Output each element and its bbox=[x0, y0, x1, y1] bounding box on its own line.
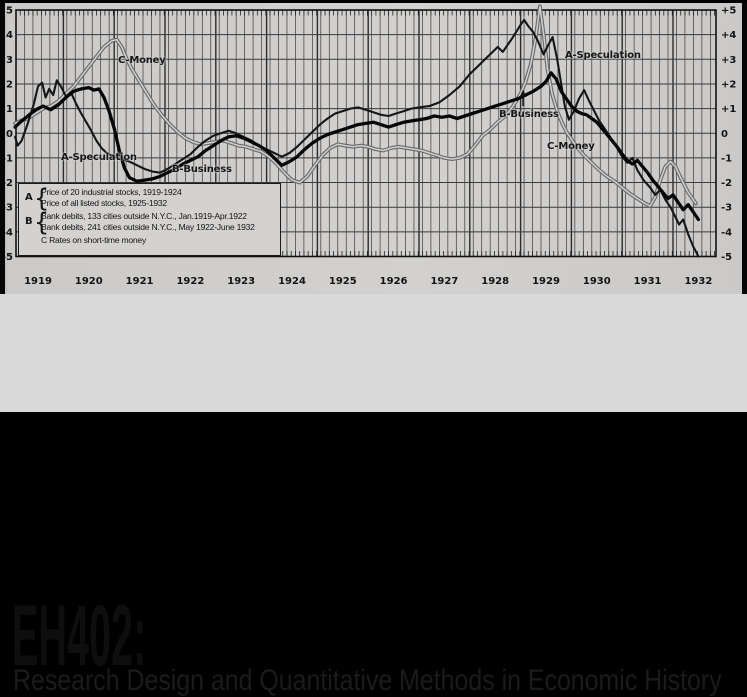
svg-text:1928: 1928 bbox=[481, 276, 509, 287]
svg-text:-3: -3 bbox=[721, 203, 732, 214]
legend-row-c: C Rates on short-time money bbox=[25, 234, 280, 246]
svg-text:1929: 1929 bbox=[532, 276, 560, 287]
svg-text:+5: +5 bbox=[721, 6, 736, 17]
svg-text:1924: 1924 bbox=[278, 276, 306, 287]
svg-text:+3: +3 bbox=[0, 55, 13, 66]
legend-b-line1: Bank debits, 133 cities outside N.Y.C., … bbox=[41, 211, 247, 221]
legend-a-line2: Price of all listed stocks, 1925-1932 bbox=[41, 198, 167, 208]
svg-text:+5: +5 bbox=[0, 6, 13, 17]
svg-text:-3: -3 bbox=[2, 203, 13, 214]
svg-text:-4: -4 bbox=[721, 227, 732, 238]
svg-text:-5: -5 bbox=[721, 252, 732, 263]
curve-label-c-money-left: C-Money bbox=[118, 55, 166, 66]
svg-text:0: 0 bbox=[721, 129, 728, 140]
svg-text:1927: 1927 bbox=[430, 276, 458, 287]
legend-b-line2: Bank debits, 241 cities outside N.Y.C., … bbox=[41, 222, 255, 232]
svg-text:+3: +3 bbox=[721, 55, 736, 66]
scan-left-border bbox=[0, 3, 5, 294]
scan-right-border bbox=[742, 3, 747, 294]
svg-text:1925: 1925 bbox=[329, 276, 357, 287]
legend-row-a: A { Price of 20 industrial stocks, 1919-… bbox=[25, 183, 280, 213]
svg-text:-1: -1 bbox=[2, 153, 13, 164]
legend-brace-a-icon: { bbox=[34, 183, 50, 213]
svg-text:1926: 1926 bbox=[380, 276, 408, 287]
svg-text:1919: 1919 bbox=[24, 276, 52, 287]
svg-text:1932: 1932 bbox=[684, 276, 712, 287]
svg-text:+1: +1 bbox=[0, 104, 13, 115]
course-subtitle: Research Design and Quantitative Methods… bbox=[13, 664, 722, 697]
svg-text:+1: +1 bbox=[721, 104, 736, 115]
svg-text:1922: 1922 bbox=[176, 276, 204, 287]
curve-label-a-speculation-left: A-Speculation bbox=[61, 152, 137, 163]
svg-text:+2: +2 bbox=[0, 79, 13, 90]
legend-key-b: B bbox=[25, 216, 33, 227]
svg-text:1920: 1920 bbox=[75, 276, 103, 287]
curve-label-c-money-right: C-Money bbox=[547, 141, 595, 152]
svg-text:1931: 1931 bbox=[634, 276, 662, 287]
bottom-black-bar bbox=[0, 412, 747, 421]
svg-text:0: 0 bbox=[6, 129, 13, 140]
legend-a-line1: Price of 20 industrial stocks, 1919-1924 bbox=[41, 187, 182, 197]
legend-brace-b-icon: { bbox=[34, 207, 50, 237]
svg-text:-2: -2 bbox=[2, 178, 13, 189]
svg-text:+2: +2 bbox=[721, 79, 736, 90]
svg-text:-4: -4 bbox=[2, 227, 13, 238]
chart-legend: A { Price of 20 industrial stocks, 1919-… bbox=[18, 183, 281, 256]
svg-text:1921: 1921 bbox=[126, 276, 154, 287]
svg-text:+4: +4 bbox=[0, 30, 13, 41]
curve-label-b-business-right: B-Business bbox=[499, 109, 559, 120]
chart-figure: +5 +5 +4 +4 +3 +3 +2 +2 +1 +1 0 0 -1 -1 -2 -2 -3 -3 -4 -4 -5… bbox=[0, 3, 747, 294]
svg-text:-2: -2 bbox=[721, 178, 732, 189]
svg-text:-1: -1 bbox=[721, 153, 732, 164]
legend-c-line: C Rates on short-time money bbox=[41, 235, 147, 245]
curve-label-a-speculation-right: A-Speculation bbox=[565, 50, 641, 61]
legend-key-a: A bbox=[25, 192, 33, 203]
svg-text:1923: 1923 bbox=[227, 276, 255, 287]
legend-row-b: B { Bank debits, 133 cities outside N.Y.… bbox=[25, 207, 280, 237]
curve-label-b-business-left: B-Business bbox=[172, 164, 232, 175]
svg-text:+4: +4 bbox=[721, 30, 736, 41]
title-area: EH402: Research Design and Quantitative … bbox=[0, 294, 747, 696]
svg-text:-5: -5 bbox=[2, 252, 13, 263]
svg-text:1930: 1930 bbox=[583, 276, 611, 287]
